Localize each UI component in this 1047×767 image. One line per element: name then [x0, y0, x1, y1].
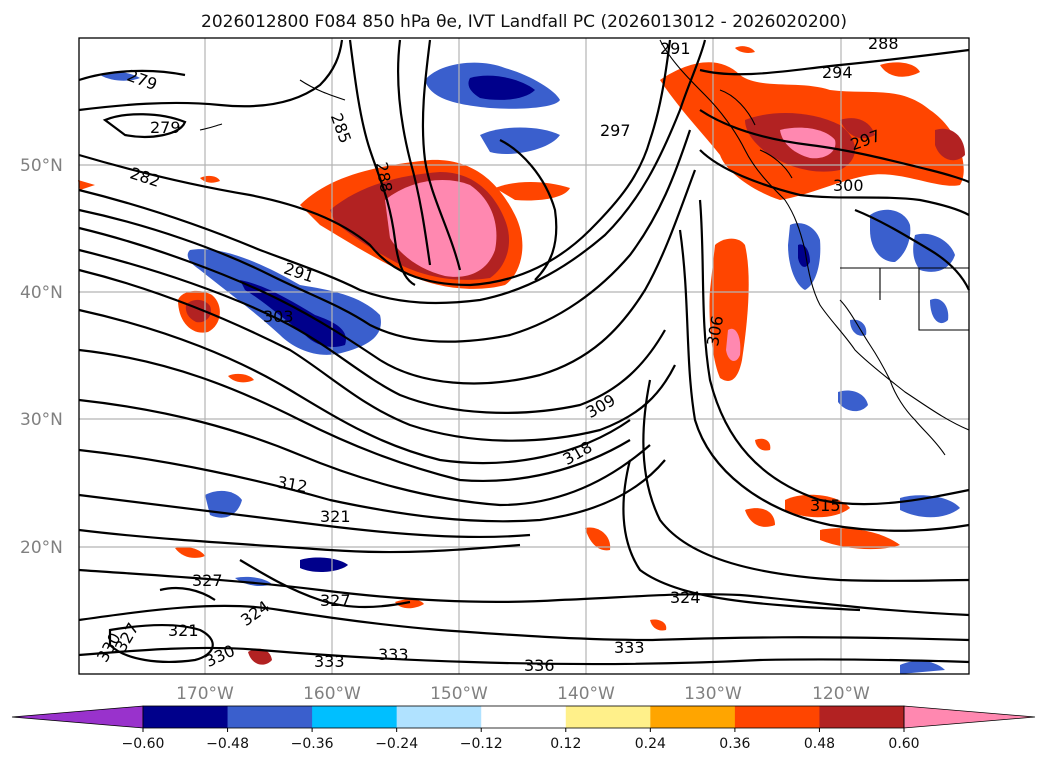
colorbar-tick-label: 0.24 — [635, 736, 666, 752]
lon-label-160w: 160°W — [303, 684, 361, 704]
svg-text:303: 303 — [263, 307, 294, 326]
colorbar-bin — [396, 706, 482, 728]
colorbar-tick-label: 0.60 — [888, 736, 919, 752]
colorbar: −0.60 −0.48 −0.36 −0.24 −0.12 0.12 0.24 0.36 0.4… — [11, 705, 1036, 752]
colorbar-bin — [650, 706, 736, 728]
colorbar-bin — [312, 706, 398, 728]
svg-text:288: 288 — [868, 34, 899, 53]
svg-text:333: 333 — [314, 652, 345, 671]
colorbar-tick-label: −0.36 — [291, 736, 334, 752]
colorbar-bin — [819, 706, 905, 728]
colorbar-tick-label: −0.24 — [375, 736, 418, 752]
theta-e-contours — [78, 39, 970, 666]
figure-title: 2026012800 F084 850 hPa θe, IVT Landfall… — [201, 12, 847, 32]
svg-text:294: 294 — [822, 63, 853, 82]
map-panel: 279 279 285 288 282 291 303 297 294 288 … — [78, 34, 970, 675]
longitude-labels: 170°W 160°W 150°W 140°W 130°W 120°W — [176, 684, 870, 704]
svg-text:279: 279 — [150, 118, 181, 137]
svg-text:324: 324 — [670, 588, 701, 607]
lon-label-120w: 120°W — [812, 684, 870, 704]
lat-label-20: 20°N — [20, 538, 63, 558]
colorbar-tick-label: −0.60 — [122, 736, 165, 752]
lon-label-150w: 150°W — [430, 684, 488, 704]
svg-text:321: 321 — [168, 621, 199, 640]
svg-text:291: 291 — [660, 39, 691, 58]
colorbar-tick-label: −0.48 — [206, 736, 249, 752]
svg-text:300: 300 — [833, 176, 864, 195]
colorbar-bin — [565, 706, 651, 728]
coastlines — [199, 39, 970, 456]
colorbar-frame — [142, 705, 905, 729]
colorbar-tick-label: 0.48 — [804, 736, 835, 752]
lon-label-170w: 170°W — [176, 684, 234, 704]
colorbar-bin — [143, 706, 229, 728]
svg-text:327: 327 — [320, 591, 351, 610]
colorbar-bin — [481, 706, 567, 728]
colorbar-tick-label: −0.12 — [460, 736, 503, 752]
colorbar-extend-high — [903, 705, 1036, 729]
colorbar-tick-label: 0.12 — [550, 736, 581, 752]
lat-label-40: 40°N — [20, 283, 63, 303]
colorbar-bin — [734, 706, 820, 728]
svg-text:333: 333 — [378, 645, 409, 664]
lat-label-50: 50°N — [20, 156, 63, 176]
latitude-labels: 50°N 40°N 30°N 20°N — [20, 156, 63, 558]
svg-text:333: 333 — [614, 638, 645, 657]
lon-label-130w: 130°W — [684, 684, 742, 704]
svg-text:327: 327 — [192, 571, 223, 590]
map-frame — [78, 37, 970, 675]
colorbar-tick-label: 0.36 — [719, 736, 750, 752]
lon-label-140w: 140°W — [557, 684, 615, 704]
svg-text:321: 321 — [320, 507, 351, 526]
colorbar-bin — [227, 706, 313, 728]
svg-text:315: 315 — [810, 496, 841, 515]
colorbar-extend-low — [11, 705, 144, 729]
svg-text:297: 297 — [600, 121, 631, 140]
lat-label-30: 30°N — [20, 410, 63, 430]
svg-text:336: 336 — [524, 656, 555, 675]
graticule — [79, 38, 969, 674]
